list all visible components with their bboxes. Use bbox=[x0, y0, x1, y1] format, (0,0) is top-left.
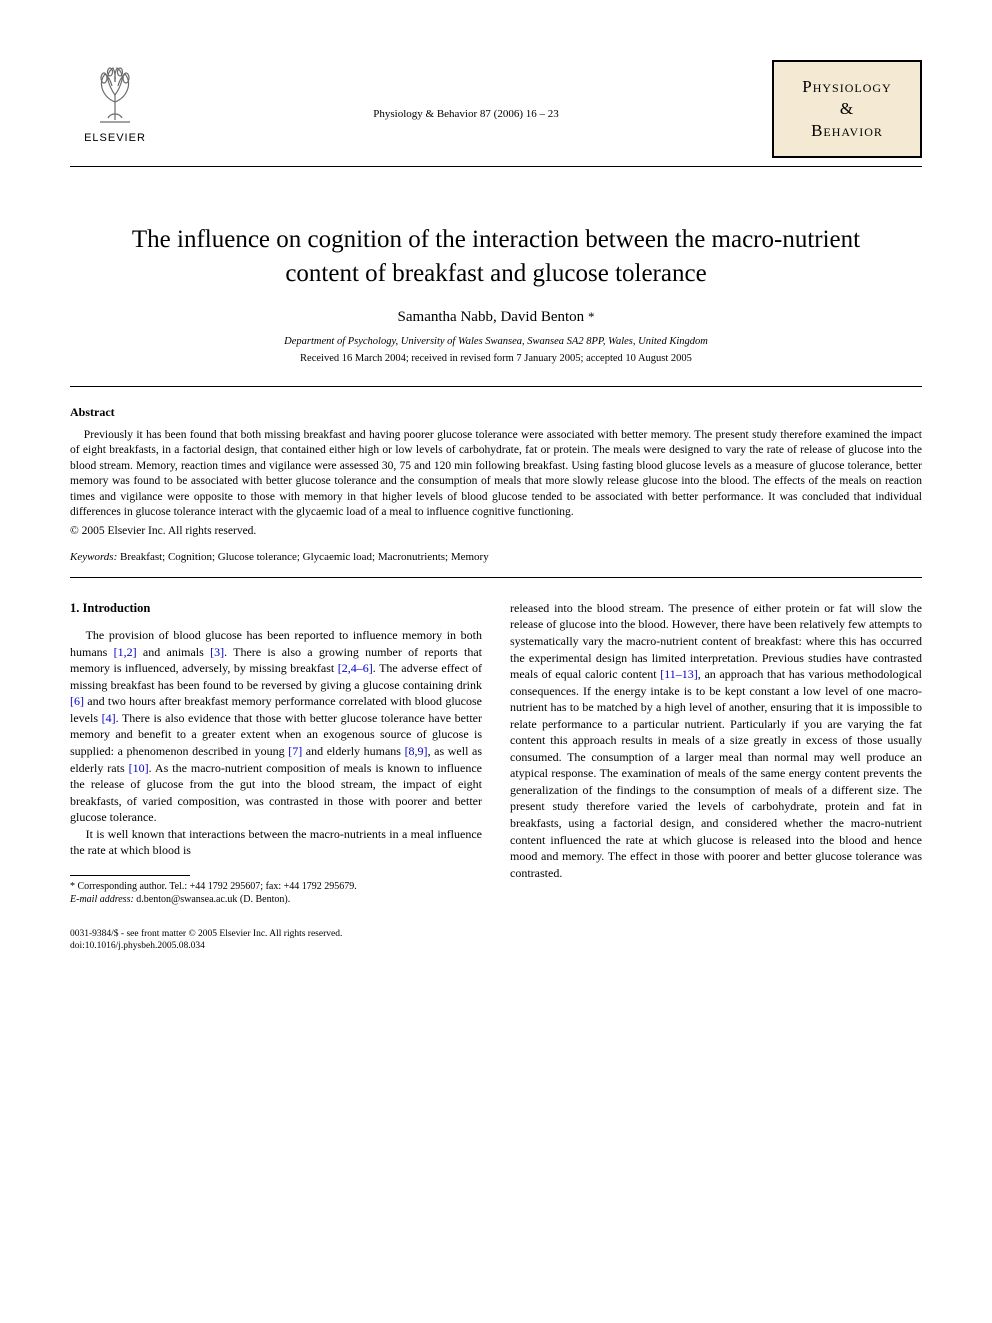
citation-link[interactable]: [3] bbox=[210, 645, 224, 659]
body-columns: 1. Introduction The provision of blood g… bbox=[70, 600, 922, 906]
rule bbox=[70, 386, 922, 387]
citation-link[interactable]: [11–13] bbox=[660, 667, 698, 681]
publisher-name: ELSEVIER bbox=[84, 132, 146, 144]
left-column: 1. Introduction The provision of blood g… bbox=[70, 600, 482, 906]
paragraph: released into the blood stream. The pres… bbox=[510, 600, 922, 881]
citation-link[interactable]: [10] bbox=[129, 761, 149, 775]
journal-box-line: & bbox=[790, 98, 904, 120]
paper-title: The influence on cognition of the intera… bbox=[110, 223, 882, 291]
author-names: Samantha Nabb, David Benton bbox=[398, 309, 588, 325]
right-column: released into the blood stream. The pres… bbox=[510, 600, 922, 906]
header-row: ELSEVIER Physiology & Behavior 87 (2006)… bbox=[70, 60, 922, 158]
citation-link[interactable]: [2,4–6] bbox=[338, 661, 373, 675]
email-value: d.benton@swansea.ac.uk (D. Benton). bbox=[134, 894, 290, 905]
elsevier-tree-icon bbox=[80, 60, 150, 130]
keywords: Keywords: Breakfast; Cognition; Glucose … bbox=[70, 551, 922, 563]
abstract-text: Previously it has been found that both m… bbox=[70, 428, 922, 521]
citation-link[interactable]: [7] bbox=[288, 744, 302, 758]
abstract-section: Abstract Previously it has been found th… bbox=[70, 405, 922, 537]
abstract-heading: Abstract bbox=[70, 405, 922, 420]
elsevier-logo: ELSEVIER bbox=[70, 60, 160, 144]
rule bbox=[70, 577, 922, 578]
abstract-copyright: © 2005 Elsevier Inc. All rights reserved… bbox=[70, 525, 922, 537]
citation-link[interactable]: [8,9] bbox=[405, 744, 428, 758]
citation-link[interactable]: [6] bbox=[70, 694, 84, 708]
email-label: E-mail address: bbox=[70, 894, 134, 905]
footnote-rule bbox=[70, 875, 190, 876]
journal-title-box: Physiology & Behavior bbox=[772, 60, 922, 158]
citation-link[interactable]: [4] bbox=[102, 711, 116, 725]
journal-box-line: Behavior bbox=[790, 120, 904, 142]
affiliation: Department of Psychology, University of … bbox=[70, 336, 922, 347]
issn-line: 0031-9384/$ - see front matter © 2005 El… bbox=[70, 928, 922, 940]
page-footer: 0031-9384/$ - see front matter © 2005 El… bbox=[70, 928, 922, 953]
paper-page: ELSEVIER Physiology & Behavior 87 (2006)… bbox=[0, 0, 992, 992]
keywords-list: Breakfast; Cognition; Glucose tolerance;… bbox=[117, 551, 488, 563]
corresponding-marker: * bbox=[588, 309, 595, 324]
article-dates: Received 16 March 2004; received in revi… bbox=[70, 353, 922, 364]
section-heading: 1. Introduction bbox=[70, 600, 482, 617]
keywords-label: Keywords: bbox=[70, 551, 117, 563]
email-footnote: E-mail address: d.benton@swansea.ac.uk (… bbox=[70, 893, 482, 906]
journal-reference: Physiology & Behavior 87 (2006) 16 – 23 bbox=[160, 60, 772, 120]
paragraph: The provision of blood glucose has been … bbox=[70, 627, 482, 826]
corresponding-footnote: * Corresponding author. Tel.: +44 1792 2… bbox=[70, 880, 482, 893]
journal-box-line: Physiology bbox=[790, 76, 904, 98]
paragraph: It is well known that interactions betwe… bbox=[70, 826, 482, 859]
citation-link[interactable]: [1,2] bbox=[114, 645, 137, 659]
doi-line: doi:10.1016/j.physbeh.2005.08.034 bbox=[70, 940, 922, 952]
authors: Samantha Nabb, David Benton * bbox=[70, 309, 922, 326]
